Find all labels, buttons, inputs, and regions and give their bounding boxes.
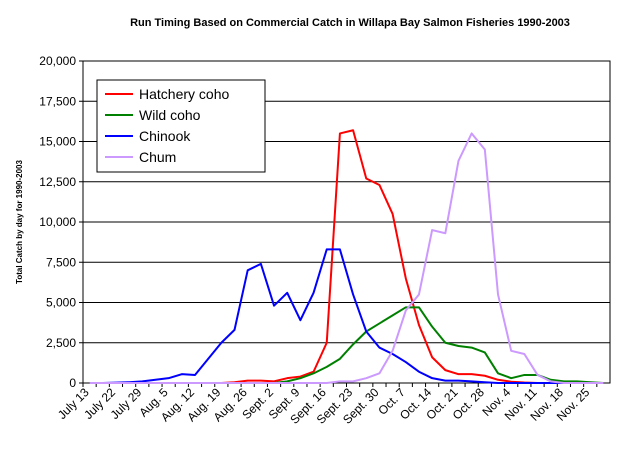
y-tick-label: 10,000 (39, 215, 76, 229)
y-tick-label: 7,500 (46, 255, 76, 269)
legend-label: Chinook (139, 128, 191, 144)
y-tick-label: 0 (69, 376, 76, 390)
y-tick-label: 20,000 (39, 54, 76, 68)
y-tick-label: 12,500 (39, 175, 76, 189)
legend-label: Hatchery coho (139, 86, 229, 102)
chart-title: Run Timing Based on Commercial Catch in … (130, 17, 570, 29)
y-tick-label: 17,500 (39, 94, 76, 108)
y-tick-label: 15,000 (39, 135, 76, 149)
legend-label: Wild coho (139, 107, 201, 123)
y-tick-label: 2,500 (46, 336, 76, 350)
line-series (89, 248, 604, 384)
legend-label: Chum (139, 149, 176, 165)
line-series (89, 132, 604, 384)
y-tick-label: 5,000 (46, 296, 76, 310)
line-series (89, 306, 604, 384)
y-axis-label: Total Catch by day for 1990-2003 (15, 160, 24, 284)
